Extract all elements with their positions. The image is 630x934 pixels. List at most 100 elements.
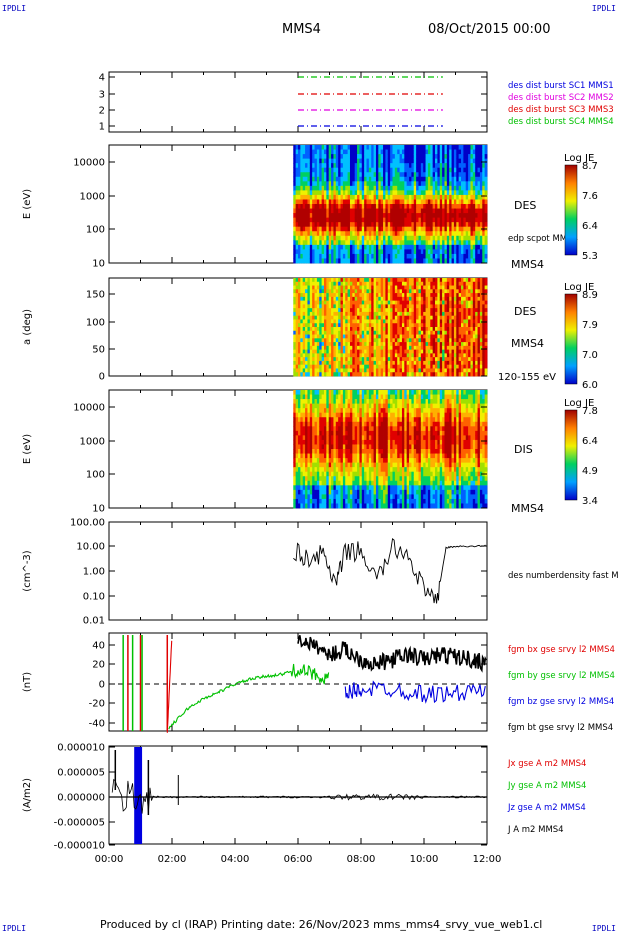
- spectrogram-cell: [328, 403, 332, 409]
- spectrogram-cell: [319, 444, 323, 450]
- spectrogram-cell: [387, 364, 391, 369]
- spectrogram-cell: [404, 249, 408, 255]
- spectrogram-cell: [479, 213, 483, 219]
- spectrogram-cell: [314, 240, 318, 246]
- spectrogram-cell: [340, 444, 344, 450]
- spectrogram-cell: [437, 226, 441, 232]
- spectrogram-cell: [423, 185, 426, 191]
- spectrogram-cell: [366, 226, 370, 232]
- spectrogram-cell: [300, 453, 304, 459]
- spectrogram-cell: [390, 185, 393, 191]
- spectrogram-cell: [453, 327, 457, 332]
- spectrogram-cell: [314, 235, 318, 241]
- spectrogram-cell: [413, 217, 417, 223]
- spectrogram-cell: [475, 327, 478, 332]
- spectrogram-cell: [418, 199, 422, 205]
- spectrogram-cell: [392, 289, 396, 294]
- spectrogram-cell: [366, 149, 370, 155]
- spectrogram-cell: [451, 360, 455, 366]
- spectrogram-cell: [430, 315, 434, 320]
- spectrogram-cell: [349, 338, 353, 343]
- spectrogram-cell: [442, 253, 445, 259]
- spectrogram-cell: [411, 345, 415, 351]
- spectrogram-cell: [442, 372, 445, 377]
- spectrogram-cell: [439, 154, 443, 160]
- spectrogram-cell: [300, 435, 304, 441]
- spectrogram-cell: [345, 190, 349, 196]
- spectrogram-cell: [331, 235, 334, 241]
- spectrogram-cell: [359, 278, 363, 283]
- spectrogram-cell: [404, 258, 408, 264]
- spectrogram-cell: [300, 439, 304, 445]
- spectrogram-cell: [342, 315, 346, 320]
- spectrogram-cell: [347, 368, 351, 373]
- spectrogram-cell: [302, 258, 306, 264]
- spectrogram-cell: [359, 176, 363, 182]
- spectrogram-cell: [352, 172, 356, 178]
- spectrogram-cell: [463, 293, 467, 298]
- spectrogram-cell: [418, 372, 422, 377]
- spectrogram-cell: [354, 194, 358, 200]
- spectrogram-cell: [347, 244, 351, 250]
- spectrogram-cell: [312, 235, 315, 241]
- spectrogram-cell: [321, 342, 325, 347]
- spectrogram-cell: [390, 360, 393, 366]
- spectrogram-cell: [427, 300, 431, 305]
- spectrogram-cell: [349, 149, 353, 155]
- spectrogram-cell: [477, 253, 481, 259]
- spectrogram-cell: [307, 390, 311, 395]
- spectrogram-cell: [394, 360, 398, 366]
- spectrogram-cell: [309, 471, 313, 477]
- spectrogram-cell: [295, 176, 299, 182]
- spectrogram-cell: [309, 194, 313, 200]
- spectrogram-cell: [359, 249, 363, 255]
- spectrogram-cell: [366, 327, 370, 332]
- spectrogram-cell: [472, 199, 476, 205]
- spectrogram-cell: [364, 364, 367, 369]
- spectrogram-cell: [361, 213, 365, 219]
- spectrogram-cell: [442, 204, 445, 209]
- spectrogram-cell: [307, 372, 311, 377]
- spectrogram-cell: [390, 213, 393, 219]
- spectrogram-cell: [444, 226, 448, 232]
- spectrogram-cell: [312, 281, 315, 286]
- spectrogram-cell: [300, 494, 304, 500]
- spectrogram-cell: [425, 338, 429, 343]
- spectrogram-cell: [392, 249, 396, 255]
- spectrogram-cell: [309, 323, 313, 328]
- spectrogram-cell: [423, 360, 426, 366]
- spectrogram-cell: [349, 253, 353, 259]
- spectrogram-cell: [371, 338, 374, 343]
- spectrogram-cell: [321, 480, 325, 486]
- spectrogram-cell: [397, 357, 400, 362]
- spectrogram-cell: [439, 199, 443, 205]
- spectrogram-cell: [331, 231, 334, 237]
- spectrogram-cell: [472, 327, 476, 332]
- spectrogram-cell: [352, 222, 356, 228]
- spectrogram-cell: [435, 208, 438, 214]
- spectrogram-cell: [293, 311, 297, 317]
- spectrogram-cell: [352, 278, 356, 283]
- spectrogram-cell: [449, 278, 452, 283]
- spectrogram-cell: [397, 338, 400, 343]
- spectrogram-cell: [442, 319, 445, 324]
- spectrogram-cell: [411, 296, 415, 302]
- spectrogram-cell: [323, 145, 327, 150]
- spectrogram-cell: [416, 235, 419, 241]
- spectrogram-cell: [458, 323, 462, 328]
- spectrogram-cell: [435, 231, 438, 237]
- spectrogram-cell: [359, 185, 363, 191]
- spectrogram-cell: [319, 503, 323, 509]
- spectrogram-cell: [316, 149, 320, 155]
- spectrogram-cell: [378, 296, 382, 302]
- spectrogram-cell: [456, 360, 460, 366]
- spectrogram-cell: [406, 244, 410, 250]
- spectrogram-cell: [472, 293, 476, 298]
- spectrogram-cell: [335, 194, 339, 200]
- spectrogram-cell: [437, 300, 441, 305]
- spectrogram-cell: [439, 278, 443, 283]
- spectrogram-cell: [319, 163, 323, 169]
- spectrogram-cell: [345, 281, 349, 286]
- spectrogram-cell: [394, 281, 398, 286]
- spectrogram-cell: [326, 467, 330, 473]
